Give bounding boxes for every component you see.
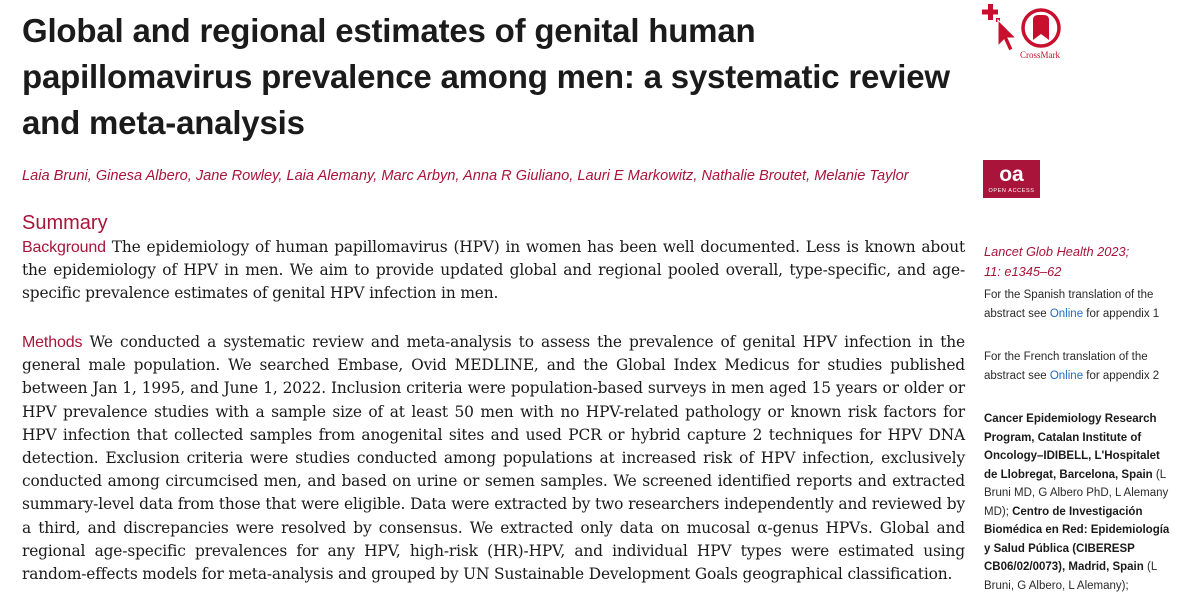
background-text: The epidemiology of human papillomavirus…	[22, 238, 965, 303]
citation-line-1: Lancet Glob Health 2023;	[984, 244, 1130, 259]
open-access-badge: oa OPEN ACCESS	[983, 160, 1040, 198]
summary-heading: Summary	[22, 212, 108, 234]
spanish-translation-note: For the Spanish translation of the abstr…	[984, 286, 1174, 323]
journal-citation: Lancet Glob Health 2023; 11: e1345–62	[984, 242, 1174, 281]
note-1-text: For the Spanish translation of the abstr…	[984, 289, 1154, 320]
spanish-online-link[interactable]: Online	[1049, 307, 1084, 320]
open-access-icon: oa	[999, 163, 1024, 186]
affiliation-1-authors: (L Bruni MD, G Albero PhD, L Alemany MD)…	[984, 468, 1169, 518]
crossmark-icon[interactable]	[982, 4, 1072, 66]
affiliation-1: Cancer Epidemiology Research Program, Ca…	[984, 413, 1160, 481]
affiliation-2-authors: (L Bruni, G Albero, L Alemany);	[984, 561, 1157, 592]
note-2-text: For the French translation of the abstra…	[984, 351, 1148, 382]
author-list: Laia Bruni, Ginesa Albero, Jane Rowley, …	[22, 168, 909, 184]
french-translation-note: For the French translation of the abstra…	[984, 348, 1174, 385]
open-access-label: OPEN ACCESS	[988, 188, 1035, 194]
note-2-appendix: for appendix 2	[1083, 369, 1160, 382]
author-affiliations: Cancer Epidemiology Research Program, Ca…	[984, 410, 1174, 595]
background-label: Background	[22, 239, 106, 256]
affiliation-2: Centro de Investigación Biomédica en Red…	[984, 505, 1170, 574]
citation-line-2: 11: e1345–62	[984, 263, 1062, 279]
methods-label: Methods	[22, 334, 83, 351]
methods-text: We conducted a systematic review and met…	[22, 333, 965, 584]
background-section: Background The epidemiology of human pap…	[22, 236, 965, 306]
article-title: Global and regional estimates of genital…	[22, 12, 950, 141]
methods-section: Methods We conducted a systematic review…	[22, 331, 965, 586]
note-1-appendix: for appendix 1	[1083, 307, 1160, 320]
french-online-link[interactable]: Online	[1049, 369, 1084, 382]
crossmark-label[interactable]: CrossMark	[1020, 50, 1060, 60]
